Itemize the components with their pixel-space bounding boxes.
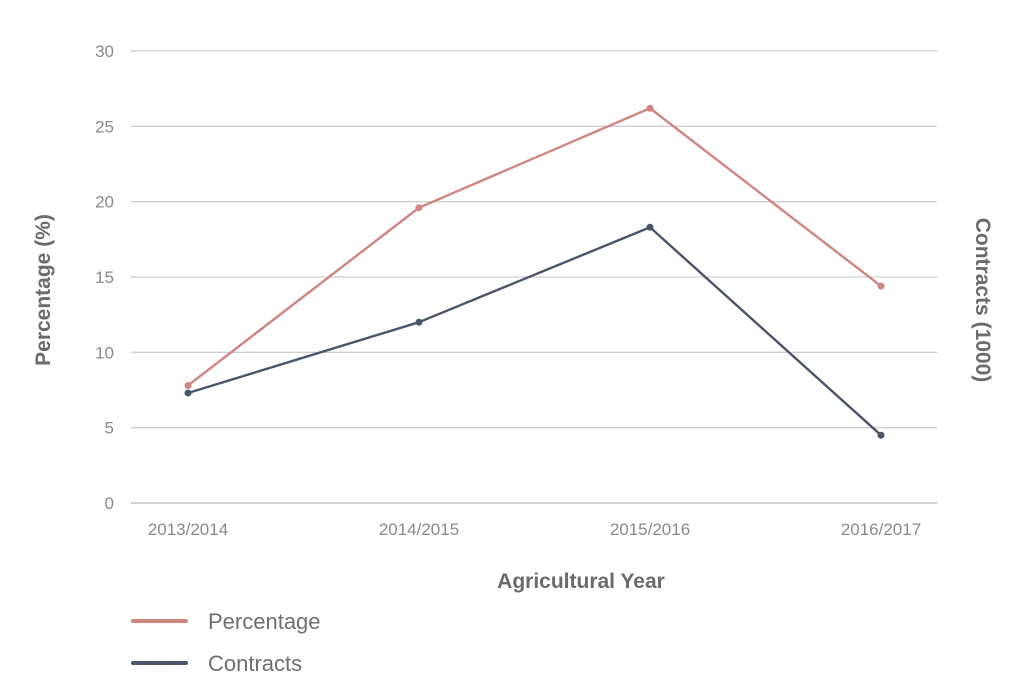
data-point-percentage — [184, 381, 192, 389]
x-tick-label: 2016/2017 — [841, 520, 921, 539]
data-point-percentage — [415, 204, 423, 212]
y-tick-label: 15 — [95, 268, 114, 287]
y-tick-label: 10 — [95, 343, 114, 362]
legend-label-contracts: Contracts — [208, 651, 302, 676]
x-axis-title: Agricultural Year — [497, 570, 665, 593]
y-axis-ticks: 0 5 10 15 20 25 30 — [95, 42, 114, 513]
y-tick-label: 20 — [95, 193, 114, 212]
legend: Percentage Contracts — [131, 609, 321, 676]
x-tick-label: 2013/2014 — [148, 520, 228, 539]
data-point-contracts — [877, 431, 885, 439]
series-line-percentage — [187, 107, 882, 387]
x-axis-ticks: 2013/2014 2014/2015 2015/2016 2016/2017 — [148, 520, 921, 539]
data-point-percentage — [646, 104, 654, 112]
series-layer — [184, 104, 885, 439]
x-tick-label: 2014/2015 — [379, 520, 459, 539]
x-tick-label: 2015/2016 — [610, 520, 690, 539]
data-point-contracts — [184, 389, 192, 397]
y-tick-label: 30 — [95, 42, 114, 61]
series-line-contracts — [187, 226, 882, 437]
y-tick-label: 25 — [95, 117, 114, 136]
gridlines — [131, 50, 937, 504]
y2-axis-title: Contracts (1000) — [971, 218, 994, 383]
data-point-contracts — [415, 318, 423, 326]
legend-label-percentage: Percentage — [208, 609, 321, 634]
y-tick-label: 5 — [105, 419, 114, 438]
y-axis-title: Percentage (%) — [32, 214, 55, 366]
y-tick-label: 0 — [105, 494, 114, 513]
data-point-contracts — [646, 223, 654, 231]
data-point-percentage — [877, 282, 885, 290]
